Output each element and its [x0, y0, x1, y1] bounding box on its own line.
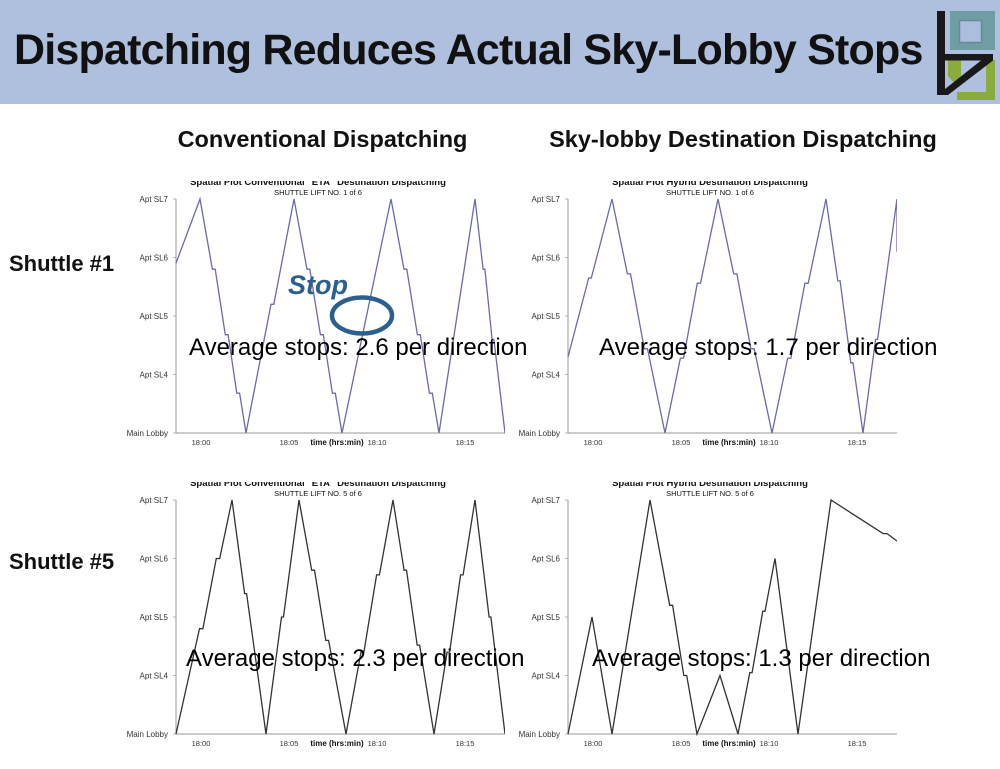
- svg-text:Main Lobby: Main Lobby: [127, 730, 168, 739]
- svg-text:Spatial Plot Hybrid Destinatio: Spatial Plot Hybrid Destination Dispatch…: [612, 482, 808, 489]
- svg-text:Apt SL6: Apt SL6: [140, 555, 169, 564]
- svg-text:Apt SL6: Apt SL6: [532, 555, 561, 564]
- svg-text:Apt SL6: Apt SL6: [532, 254, 561, 263]
- svg-text:18:05: 18:05: [672, 739, 691, 748]
- svg-text:18:15: 18:15: [848, 739, 867, 748]
- svg-text:Apt SL7: Apt SL7: [532, 496, 561, 505]
- svg-text:18:00: 18:00: [192, 739, 211, 748]
- svg-text:Apt SL5: Apt SL5: [532, 312, 561, 321]
- svg-text:SHUTTLE LIFT NO. 5 of 6: SHUTTLE LIFT NO. 5 of 6: [666, 489, 754, 498]
- svg-text:Spatial Plot Hybrid Destinatio: Spatial Plot Hybrid Destination Dispatch…: [612, 181, 808, 188]
- svg-text:Apt SL4: Apt SL4: [140, 672, 169, 681]
- svg-text:18:00: 18:00: [584, 739, 603, 748]
- svg-text:18:00: 18:00: [584, 438, 603, 447]
- svg-text:Main Lobby: Main Lobby: [127, 429, 168, 438]
- svg-text:Apt SL5: Apt SL5: [140, 613, 169, 622]
- svg-text:18:05: 18:05: [280, 438, 299, 447]
- svg-text:Main Lobby: Main Lobby: [519, 730, 560, 739]
- svg-text:18:00: 18:00: [192, 438, 211, 447]
- svg-text:Apt SL5: Apt SL5: [532, 613, 561, 622]
- svg-text:Spatial Plot Conventional "ETA: Spatial Plot Conventional "ETA" Destinat…: [190, 482, 446, 489]
- svg-text:time (hrs:min): time (hrs:min): [310, 739, 364, 748]
- svg-text:18:10: 18:10: [368, 438, 387, 447]
- svg-text:time (hrs:min): time (hrs:min): [702, 438, 756, 447]
- svg-text:SHUTTLE LIFT NO. 1 of 6: SHUTTLE LIFT NO. 1 of 6: [666, 188, 754, 197]
- svg-text:18:10: 18:10: [760, 739, 779, 748]
- svg-text:Apt SL4: Apt SL4: [140, 371, 169, 380]
- svg-text:time (hrs:min): time (hrs:min): [310, 438, 364, 447]
- svg-text:Apt SL7: Apt SL7: [532, 195, 561, 204]
- svg-text:18:10: 18:10: [368, 739, 387, 748]
- svg-text:Apt SL7: Apt SL7: [140, 496, 169, 505]
- svg-text:18:05: 18:05: [672, 438, 691, 447]
- svg-text:Apt SL4: Apt SL4: [532, 672, 561, 681]
- svg-text:Spatial Plot Conventional "ETA: Spatial Plot Conventional "ETA" Destinat…: [190, 181, 446, 188]
- svg-text:SHUTTLE LIFT NO. 5 of 6: SHUTTLE LIFT NO. 5 of 6: [274, 489, 362, 498]
- svg-text:time (hrs:min): time (hrs:min): [702, 739, 756, 748]
- svg-text:18:05: 18:05: [280, 739, 299, 748]
- svg-text:Apt SL5: Apt SL5: [140, 312, 169, 321]
- svg-text:18:15: 18:15: [456, 438, 475, 447]
- svg-text:SHUTTLE LIFT NO. 1 of 6: SHUTTLE LIFT NO. 1 of 6: [274, 188, 362, 197]
- svg-text:Apt SL6: Apt SL6: [140, 254, 169, 263]
- svg-text:18:15: 18:15: [848, 438, 867, 447]
- svg-text:18:10: 18:10: [760, 438, 779, 447]
- svg-text:Main Lobby: Main Lobby: [519, 429, 560, 438]
- svg-text:18:15: 18:15: [456, 739, 475, 748]
- svg-text:Apt SL7: Apt SL7: [140, 195, 169, 204]
- svg-text:Apt SL4: Apt SL4: [532, 371, 561, 380]
